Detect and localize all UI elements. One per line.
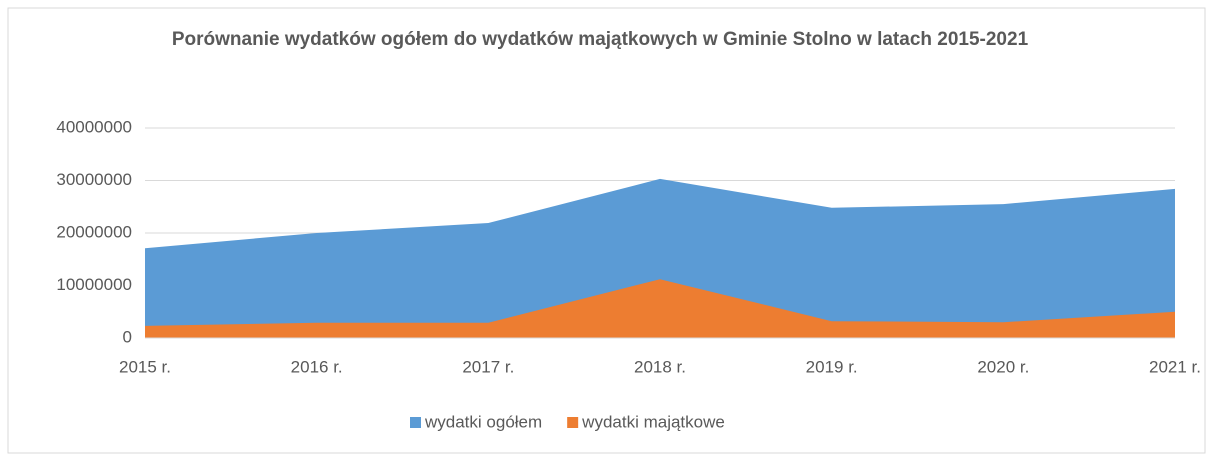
x-tick-label: 2015 r. xyxy=(119,357,171,376)
area xyxy=(145,178,1175,338)
area xyxy=(145,279,1175,338)
legend-swatch xyxy=(567,417,579,428)
legend-label: wydatki majątkowe xyxy=(581,412,725,431)
legend-label: wydatki ogółem xyxy=(424,412,542,431)
y-tick-label: 20000000 xyxy=(56,222,132,241)
x-tick-label: 2020 r. xyxy=(977,357,1029,376)
x-tick-label: 2021 r. xyxy=(1149,357,1201,376)
chart-title: Porównanie wydatków ogółem do wydatków m… xyxy=(171,29,1029,50)
x-tick-label: 2019 r. xyxy=(806,357,858,376)
x-tick-label: 2018 r. xyxy=(634,357,686,376)
legend-swatch xyxy=(410,417,421,428)
x-tick-label: 2017 r. xyxy=(462,357,514,376)
y-tick-label: 40000000 xyxy=(56,117,132,136)
y-tick-label: 10000000 xyxy=(56,275,132,294)
chart-frame xyxy=(7,7,1206,454)
y-tick-label: 30000000 xyxy=(56,170,132,189)
y-tick-label: 0 xyxy=(123,327,132,346)
x-tick-label: 2016 r. xyxy=(291,357,343,376)
